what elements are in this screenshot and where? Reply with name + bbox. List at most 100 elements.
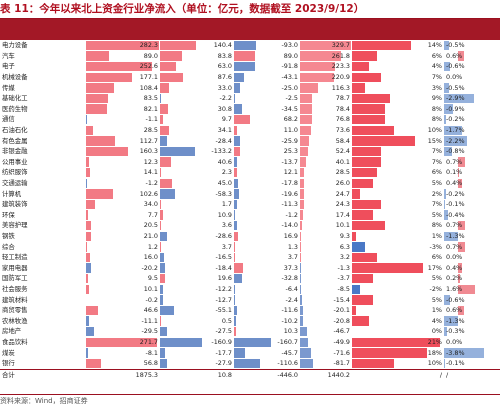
industry-name: 汽车 bbox=[0, 51, 86, 62]
flow-bar bbox=[234, 125, 237, 136]
total-bar bbox=[300, 295, 303, 305]
flow-value: -58.3 bbox=[215, 189, 232, 198]
flow-cell-q2: -27.9 bbox=[160, 358, 234, 369]
flow-cell-q1: 1.2 bbox=[86, 242, 160, 253]
roe-cell: 8% bbox=[352, 220, 444, 231]
roe-diff-value: -0.1% bbox=[446, 359, 465, 368]
total-value: -8.5 bbox=[337, 285, 350, 293]
roe-diff-cell: 0.6% bbox=[444, 51, 500, 62]
flow-bar bbox=[160, 93, 161, 104]
flow-bar bbox=[234, 284, 236, 295]
industry-name: 家用电器 bbox=[0, 263, 86, 274]
roe-cell: 5% bbox=[352, 295, 444, 306]
total-value: -15.4 bbox=[333, 295, 350, 304]
roe-diff-value: 1.6% bbox=[446, 285, 463, 293]
flow-cell-q1: 56.8 bbox=[86, 358, 160, 369]
roe-diff-bar bbox=[458, 263, 463, 273]
total-value: 24.3 bbox=[335, 200, 350, 209]
flow-cell-q1: -1.1 bbox=[86, 114, 160, 125]
roe-bar bbox=[352, 83, 365, 93]
roe-bar bbox=[352, 136, 415, 146]
industry-label: 银行 bbox=[2, 359, 15, 368]
flow-value: 282.3 bbox=[139, 41, 158, 50]
total-cell: -20.8 bbox=[300, 316, 352, 327]
flow-bar bbox=[234, 337, 272, 348]
total-cell: -8.5 bbox=[300, 284, 352, 295]
industry-name: 基础化工 bbox=[0, 93, 86, 104]
roe-diff-cell: -0.1% bbox=[444, 199, 500, 210]
roe-diff-value: 0.1% bbox=[446, 168, 463, 177]
table-title: 表 11：今年以来北上资金行业净流入（单位：亿元，数据截至 2023/9/12） bbox=[0, 3, 365, 15]
flow-bar bbox=[234, 189, 239, 199]
total-value: -3.7 bbox=[337, 274, 350, 283]
flow-bar bbox=[86, 157, 90, 167]
total-value: -20.8 bbox=[333, 316, 350, 325]
roe-bar bbox=[352, 104, 386, 114]
flow-value: -133.2 bbox=[211, 147, 232, 156]
roe-diff-value: -0.6% bbox=[446, 295, 465, 304]
total-cell: 10.1 bbox=[300, 220, 352, 231]
industry-label: 钢铁 bbox=[2, 232, 15, 240]
total-value: 26.0 bbox=[335, 179, 350, 187]
industry-name: 医药生物 bbox=[0, 104, 86, 115]
total-cell: 78.4 bbox=[300, 104, 352, 115]
industry-name: 合计 bbox=[0, 370, 86, 380]
roe-diff-bar bbox=[444, 189, 447, 199]
flow-cell-q2: -55.1 bbox=[160, 305, 234, 316]
roe-diff-value: 0.2% bbox=[446, 274, 463, 283]
total-cell: 17.4 bbox=[300, 210, 352, 221]
industry-name: 国防军工 bbox=[0, 273, 86, 284]
industry-name: 食品饮料 bbox=[0, 337, 86, 348]
table-row: 房地产 -29.5 -27.5 10.3 -46.7 0% -0.3% bbox=[0, 326, 500, 337]
flow-bar bbox=[160, 157, 171, 167]
total-value: 52.4 bbox=[335, 147, 350, 156]
flow-value: 68.2 bbox=[283, 115, 298, 124]
flow-bar bbox=[160, 273, 166, 284]
flow-cell-q2: 40.6 bbox=[160, 157, 234, 168]
flow-bar bbox=[160, 220, 161, 231]
flow-bar bbox=[160, 263, 165, 273]
total-value: 10.1 bbox=[335, 221, 350, 230]
roe-value: 0% bbox=[431, 327, 442, 336]
header-row-1 bbox=[0, 19, 500, 41]
table-row: 公用事业 12.3 40.6 -13.7 40.1 7% 0.7% bbox=[0, 157, 500, 168]
total-cell: 40.1 bbox=[300, 157, 352, 168]
flow-cell-q2: 3.7 bbox=[160, 242, 234, 253]
total-cell: 1440.2 bbox=[300, 370, 352, 380]
flow-value: 46.6 bbox=[143, 306, 158, 315]
flow-value: 140.4 bbox=[213, 41, 232, 50]
flow-bar bbox=[86, 337, 157, 348]
flow-cell-q2: 30.8 bbox=[160, 104, 234, 115]
total-value: 223.3 bbox=[331, 62, 350, 71]
total-bar bbox=[300, 305, 304, 316]
total-bar bbox=[300, 167, 305, 178]
flow-bar bbox=[234, 295, 235, 305]
total-cell: -3.7 bbox=[300, 273, 352, 284]
total-value: 220.9 bbox=[331, 73, 350, 81]
flow-cell-q1: 12.3 bbox=[86, 157, 160, 168]
industry-name: 建筑装饰 bbox=[0, 199, 86, 210]
industry-name: 传媒 bbox=[0, 83, 86, 94]
flow-value: 11.0 bbox=[283, 126, 298, 134]
total-cell: 28.5 bbox=[300, 167, 352, 178]
roe-diff-cell: -0.8% bbox=[444, 146, 500, 157]
flow-bar bbox=[160, 51, 182, 61]
flow-value: 1.7 bbox=[221, 200, 232, 209]
flow-bar bbox=[234, 326, 237, 337]
total-value: 24.7 bbox=[335, 189, 350, 198]
total-value: -81.7 bbox=[333, 359, 350, 368]
roe-bar bbox=[352, 40, 411, 51]
flow-bar bbox=[234, 348, 245, 358]
flow-bar bbox=[86, 348, 89, 358]
flow-cell-q2: -12.7 bbox=[160, 295, 234, 306]
total-cell: 261.8 bbox=[300, 51, 352, 62]
table-row: 通信 -1.1 9.7 68.2 76.8 8% -0.2% bbox=[0, 114, 500, 125]
flow-cell-q3: -2.4 bbox=[234, 295, 300, 306]
roe-diff-cell: -0.2% bbox=[444, 189, 500, 200]
table-row: 传媒 108.4 33.0 -25.0 116.3 3% -0.5% bbox=[0, 83, 500, 94]
roe-value: 4% bbox=[431, 62, 442, 71]
industry-label: 传媒 bbox=[2, 83, 15, 92]
flow-bar bbox=[234, 114, 250, 125]
roe-bar bbox=[352, 210, 373, 220]
roe-diff-bar bbox=[444, 316, 458, 326]
